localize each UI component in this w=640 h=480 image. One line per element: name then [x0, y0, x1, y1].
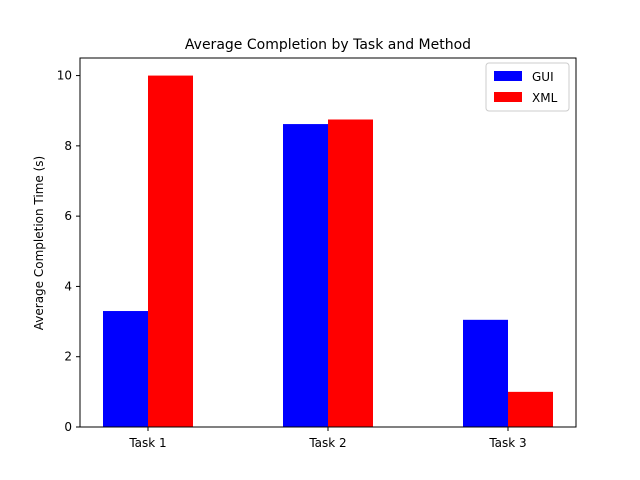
legend: GUI XML: [485, 62, 570, 112]
legend-label-gui: GUI: [532, 70, 554, 84]
y-axis-label: Average Completion Time (s): [32, 156, 46, 330]
x-tick-label: Task 2: [308, 436, 346, 450]
bar-gui-task-3: [463, 319, 508, 427]
legend-swatch-gui: [494, 71, 522, 81]
y-tick-label: 8: [64, 139, 72, 153]
chart-title: Average Completion by Task and Method: [185, 37, 471, 53]
y-tick-label: 2: [64, 350, 72, 364]
legend-swatch-xml: [494, 92, 522, 102]
bar-xml-task-1: [148, 75, 193, 428]
x-tick-label: Task 3: [488, 436, 526, 450]
bar-gui-task-2: [283, 124, 328, 427]
legend-label-xml: XML: [532, 91, 558, 105]
axes-group: 0 2 4 6 8 10 Task 1 Task 2 Task 3: [57, 57, 577, 450]
x-tick-label: Task 1: [128, 436, 166, 450]
y-tick-label: 10: [57, 69, 72, 83]
bar-xml-task-2: [328, 119, 373, 427]
y-tick-label: 0: [64, 420, 72, 434]
y-tick-label: 6: [64, 209, 72, 223]
y-tick-label: 4: [64, 279, 72, 293]
bars-group: [103, 75, 553, 428]
bar-gui-task-1: [103, 311, 148, 427]
bar-xml-task-3: [508, 391, 553, 427]
